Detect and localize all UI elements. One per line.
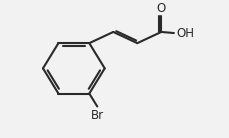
Text: OH: OH: [175, 26, 193, 39]
Text: O: O: [156, 2, 165, 15]
Text: Br: Br: [90, 109, 104, 122]
